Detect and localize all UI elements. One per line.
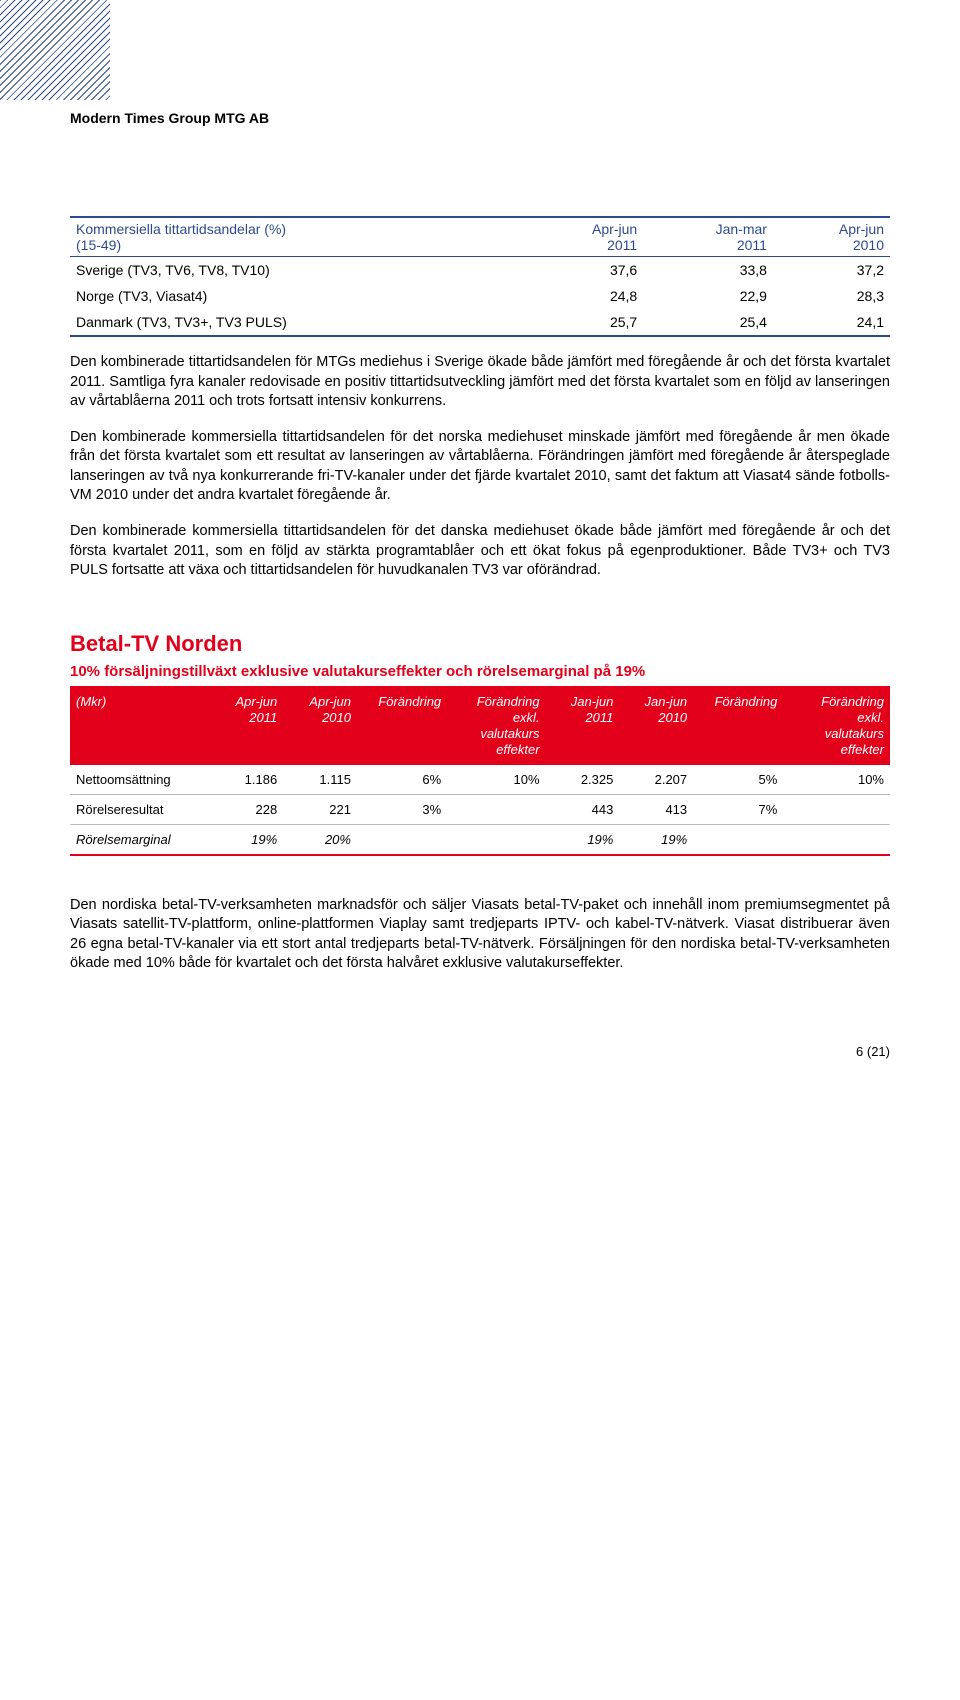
lbl: effekter (841, 742, 884, 757)
header-hatch-decoration (0, 0, 110, 100)
cell: 6% (357, 765, 447, 795)
t1-head-aprjun11: Apr-jun 2011 (526, 217, 643, 257)
t2-head-janjun10: Jan-jun 2010 (619, 687, 693, 765)
cell (783, 794, 890, 824)
lbl: exkl. (513, 710, 540, 725)
t1-h2-l2: 2011 (737, 237, 767, 253)
cell: 20% (283, 824, 357, 855)
lbl: Apr-jun (309, 694, 351, 709)
t2-head-change-exfx2: Förändring exkl. valutakurs effekter (783, 687, 890, 765)
t1-h3-l2: 2010 (853, 237, 884, 253)
cell (447, 794, 545, 824)
lbl: 2010 (658, 710, 687, 725)
t1-head-janmar11: Jan-mar 2011 (643, 217, 773, 257)
cell: Rörelseresultat (70, 794, 209, 824)
t2-head-change2: Förändring (693, 687, 783, 765)
cell: 10% (447, 765, 545, 795)
lbl: 2010 (322, 710, 351, 725)
t1-h2-l1: Jan-mar (716, 221, 767, 237)
lbl: Apr-jun (236, 694, 278, 709)
cell: 221 (283, 794, 357, 824)
cell: 1.115 (283, 765, 357, 795)
t1-h1-l2: 2011 (607, 237, 637, 253)
lbl: Förändring (477, 694, 540, 709)
paragraph-denmark: Den kombinerade kommersiella tittartidsa… (70, 522, 890, 581)
cell: 7% (693, 794, 783, 824)
cell: 25,4 (643, 309, 773, 336)
cell: 25,7 (526, 309, 643, 336)
cell: 3% (357, 794, 447, 824)
cell: 24,1 (773, 309, 890, 336)
cell: Sverige (TV3, TV6, TV8, TV10) (70, 257, 526, 284)
cell: 228 (209, 794, 283, 824)
cell: 413 (619, 794, 693, 824)
cell: 19% (209, 824, 283, 855)
t2-head-janjun11: Jan-jun 2011 (546, 687, 620, 765)
cell: 2.207 (619, 765, 693, 795)
lbl: valutakurs (480, 726, 539, 741)
cell: 19% (619, 824, 693, 855)
cell: 22,9 (643, 283, 773, 309)
cell: 443 (546, 794, 620, 824)
t1-head-desc-l2: (15-49) (76, 237, 121, 253)
cell: 33,8 (643, 257, 773, 284)
cell (447, 824, 545, 855)
cell: 2.325 (546, 765, 620, 795)
page-number: 6 (21) (70, 1044, 890, 1059)
cell: 19% (546, 824, 620, 855)
table-row: Rörelseresultat 228 221 3% 443 413 7% (70, 794, 890, 824)
t2-head-aprjun11: Apr-jun 2011 (209, 687, 283, 765)
t2-head-change1: Förändring (357, 687, 447, 765)
cell (693, 824, 783, 855)
page: Modern Times Group MTG AB Kommersiella t… (0, 0, 960, 1099)
t1-h3-l1: Apr-jun (839, 221, 884, 237)
cell: 28,3 (773, 283, 890, 309)
cell: Rörelsemarginal (70, 824, 209, 855)
cell: Danmark (TV3, TV3+, TV3 PULS) (70, 309, 526, 336)
t1-head-desc-l1: Kommersiella tittartidsandelar (%) (76, 221, 286, 237)
viewer-share-table: Kommersiella tittartidsandelar (%) (15-4… (70, 216, 890, 337)
table-row: Danmark (TV3, TV3+, TV3 PULS) 25,7 25,4 … (70, 309, 890, 336)
t2-head-change-exfx1: Förändring exkl. valutakurs effekter (447, 687, 545, 765)
financial-table: (Mkr) Apr-jun 2011 Apr-jun 2010 Förändri… (70, 686, 890, 856)
cell (783, 824, 890, 855)
t1-h1-l1: Apr-jun (592, 221, 637, 237)
cell: Nettoomsättning (70, 765, 209, 795)
table-row: Norge (TV3, Viasat4) 24,8 22,9 28,3 (70, 283, 890, 309)
lbl: 2011 (249, 710, 277, 725)
cell: 1.186 (209, 765, 283, 795)
lbl: valutakurs (825, 726, 884, 741)
lbl: Jan-jun (645, 694, 688, 709)
cell: 10% (783, 765, 890, 795)
cell (357, 824, 447, 855)
lbl: effekter (496, 742, 539, 757)
cell: 37,6 (526, 257, 643, 284)
table-row: Sverige (TV3, TV6, TV8, TV10) 37,6 33,8 … (70, 257, 890, 284)
section-subtitle: 10% försäljningstillväxt exklusive valut… (70, 663, 890, 680)
t1-head-aprjun10: Apr-jun 2010 (773, 217, 890, 257)
t2-head-aprjun10: Apr-jun 2010 (283, 687, 357, 765)
lbl: exkl. (857, 710, 884, 725)
lbl: 2011 (585, 710, 613, 725)
lbl: Förändring (821, 694, 884, 709)
cell: Norge (TV3, Viasat4) (70, 283, 526, 309)
paragraph-paytv: Den nordiska betal-TV-verksamheten markn… (70, 896, 890, 974)
company-name: Modern Times Group MTG AB (70, 110, 890, 126)
section-title: Betal-TV Norden (70, 631, 890, 657)
paragraph-sweden: Den kombinerade tittartidsandelen för MT… (70, 353, 890, 412)
cell: 24,8 (526, 283, 643, 309)
table-row: Rörelsemarginal 19% 20% 19% 19% (70, 824, 890, 855)
t1-head-desc: Kommersiella tittartidsandelar (%) (15-4… (70, 217, 526, 257)
cell: 37,2 (773, 257, 890, 284)
table-row: Nettoomsättning 1.186 1.115 6% 10% 2.325… (70, 765, 890, 795)
cell: 5% (693, 765, 783, 795)
lbl: Jan-jun (571, 694, 614, 709)
paragraph-norway: Den kombinerade kommersiella tittartidsa… (70, 428, 890, 506)
t2-head-mkr: (Mkr) (70, 687, 209, 765)
